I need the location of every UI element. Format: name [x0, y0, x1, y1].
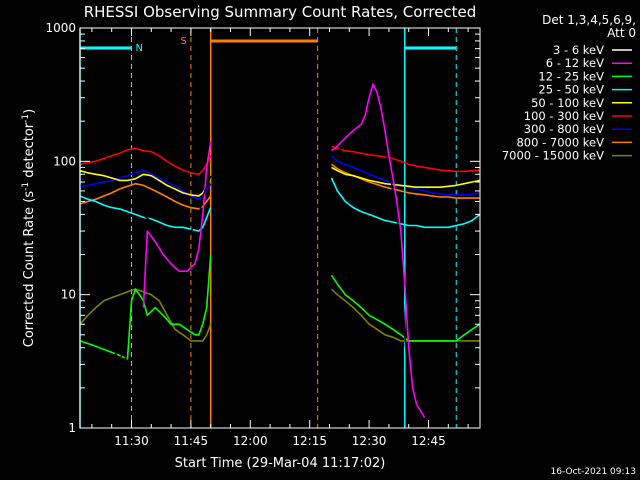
- legend-label-12-25-kev: 12 - 25 keV: [538, 69, 604, 83]
- y-tick-label: 1: [68, 421, 76, 435]
- series-100-300-kev-segment-1: [79, 147, 212, 176]
- y-tick-label: 100: [53, 154, 76, 168]
- series-25-50-kev-segment-1: [79, 195, 212, 232]
- x-tick-label: 12:30: [352, 434, 387, 448]
- legend-label-50-100-kev: 50 - 100 keV: [531, 96, 604, 110]
- y-tick-label: 10: [61, 288, 76, 302]
- series-6-12-kev-segment-2: [331, 83, 426, 418]
- legend-label-6-12-kev: 6 - 12 keV: [546, 56, 604, 70]
- legend-label-800-7000-kev: 800 - 7000 keV: [516, 135, 604, 149]
- legend-label-100-300-kev: 100 - 300 keV: [524, 109, 604, 123]
- plot-frame: [79, 27, 481, 429]
- chart-title: RHESSI Observing Summary Count Rates, Co…: [84, 3, 477, 21]
- series-50-100-kev-segment-1: [79, 169, 212, 197]
- legend-header-line-1: Det 1,3,4,5,6,9,: [542, 13, 636, 27]
- legend-label-25-50-kev: 25 - 50 keV: [538, 83, 604, 97]
- x-tick-label: 12:45: [411, 434, 446, 448]
- series-6-12-kev-segment-1: [142, 141, 212, 308]
- night-label: N: [135, 43, 142, 54]
- x-tick-label: 11:30: [114, 434, 149, 448]
- series-7000-15000-kev-segment-1: [79, 288, 212, 342]
- saa-label: S: [181, 36, 187, 47]
- series-50-100-kev-segment-2: [331, 166, 481, 188]
- x-tick-label: 11:45: [174, 434, 209, 448]
- x-tick-label: 12:15: [292, 434, 327, 448]
- x-axis-label: Start Time (29-Mar-04 11:17:02): [175, 456, 386, 471]
- legend-header-line-2: Att 0: [607, 26, 636, 40]
- series-layer: [79, 83, 481, 429]
- series-3-6-kev-segment-3: [330, 105, 418, 429]
- y-tick-label: 1000: [45, 21, 76, 35]
- series-300-800-kev-segment-1: [79, 169, 212, 200]
- timestamp: 16-Oct-2021 09:13: [551, 467, 636, 477]
- series-3-6-kev-segment-1: [107, 349, 133, 366]
- series-25-50-kev-segment-2: [330, 177, 481, 229]
- axes-layer: 11:30 11:45 12:00 12:15 12:30 12:45 1 10 100 1000: [45, 21, 480, 448]
- legend-label-7000-15000-kev: 7000 - 15000 keV: [502, 149, 604, 163]
- series-800-7000-kev-segment-1: [79, 182, 212, 210]
- legend-label-3-6-kev: 3 - 6 keV: [553, 43, 604, 57]
- legend-label-300-800-kev: 300 - 800 keV: [524, 122, 604, 136]
- y-axis-label: Corrected Count Rate (s-1 detector-1): [21, 109, 37, 347]
- series-100-300-kev-segment-2: [331, 145, 481, 173]
- series-3-6-kev-segment-2: [142, 175, 212, 236]
- x-tick-label: 12:00: [233, 434, 268, 448]
